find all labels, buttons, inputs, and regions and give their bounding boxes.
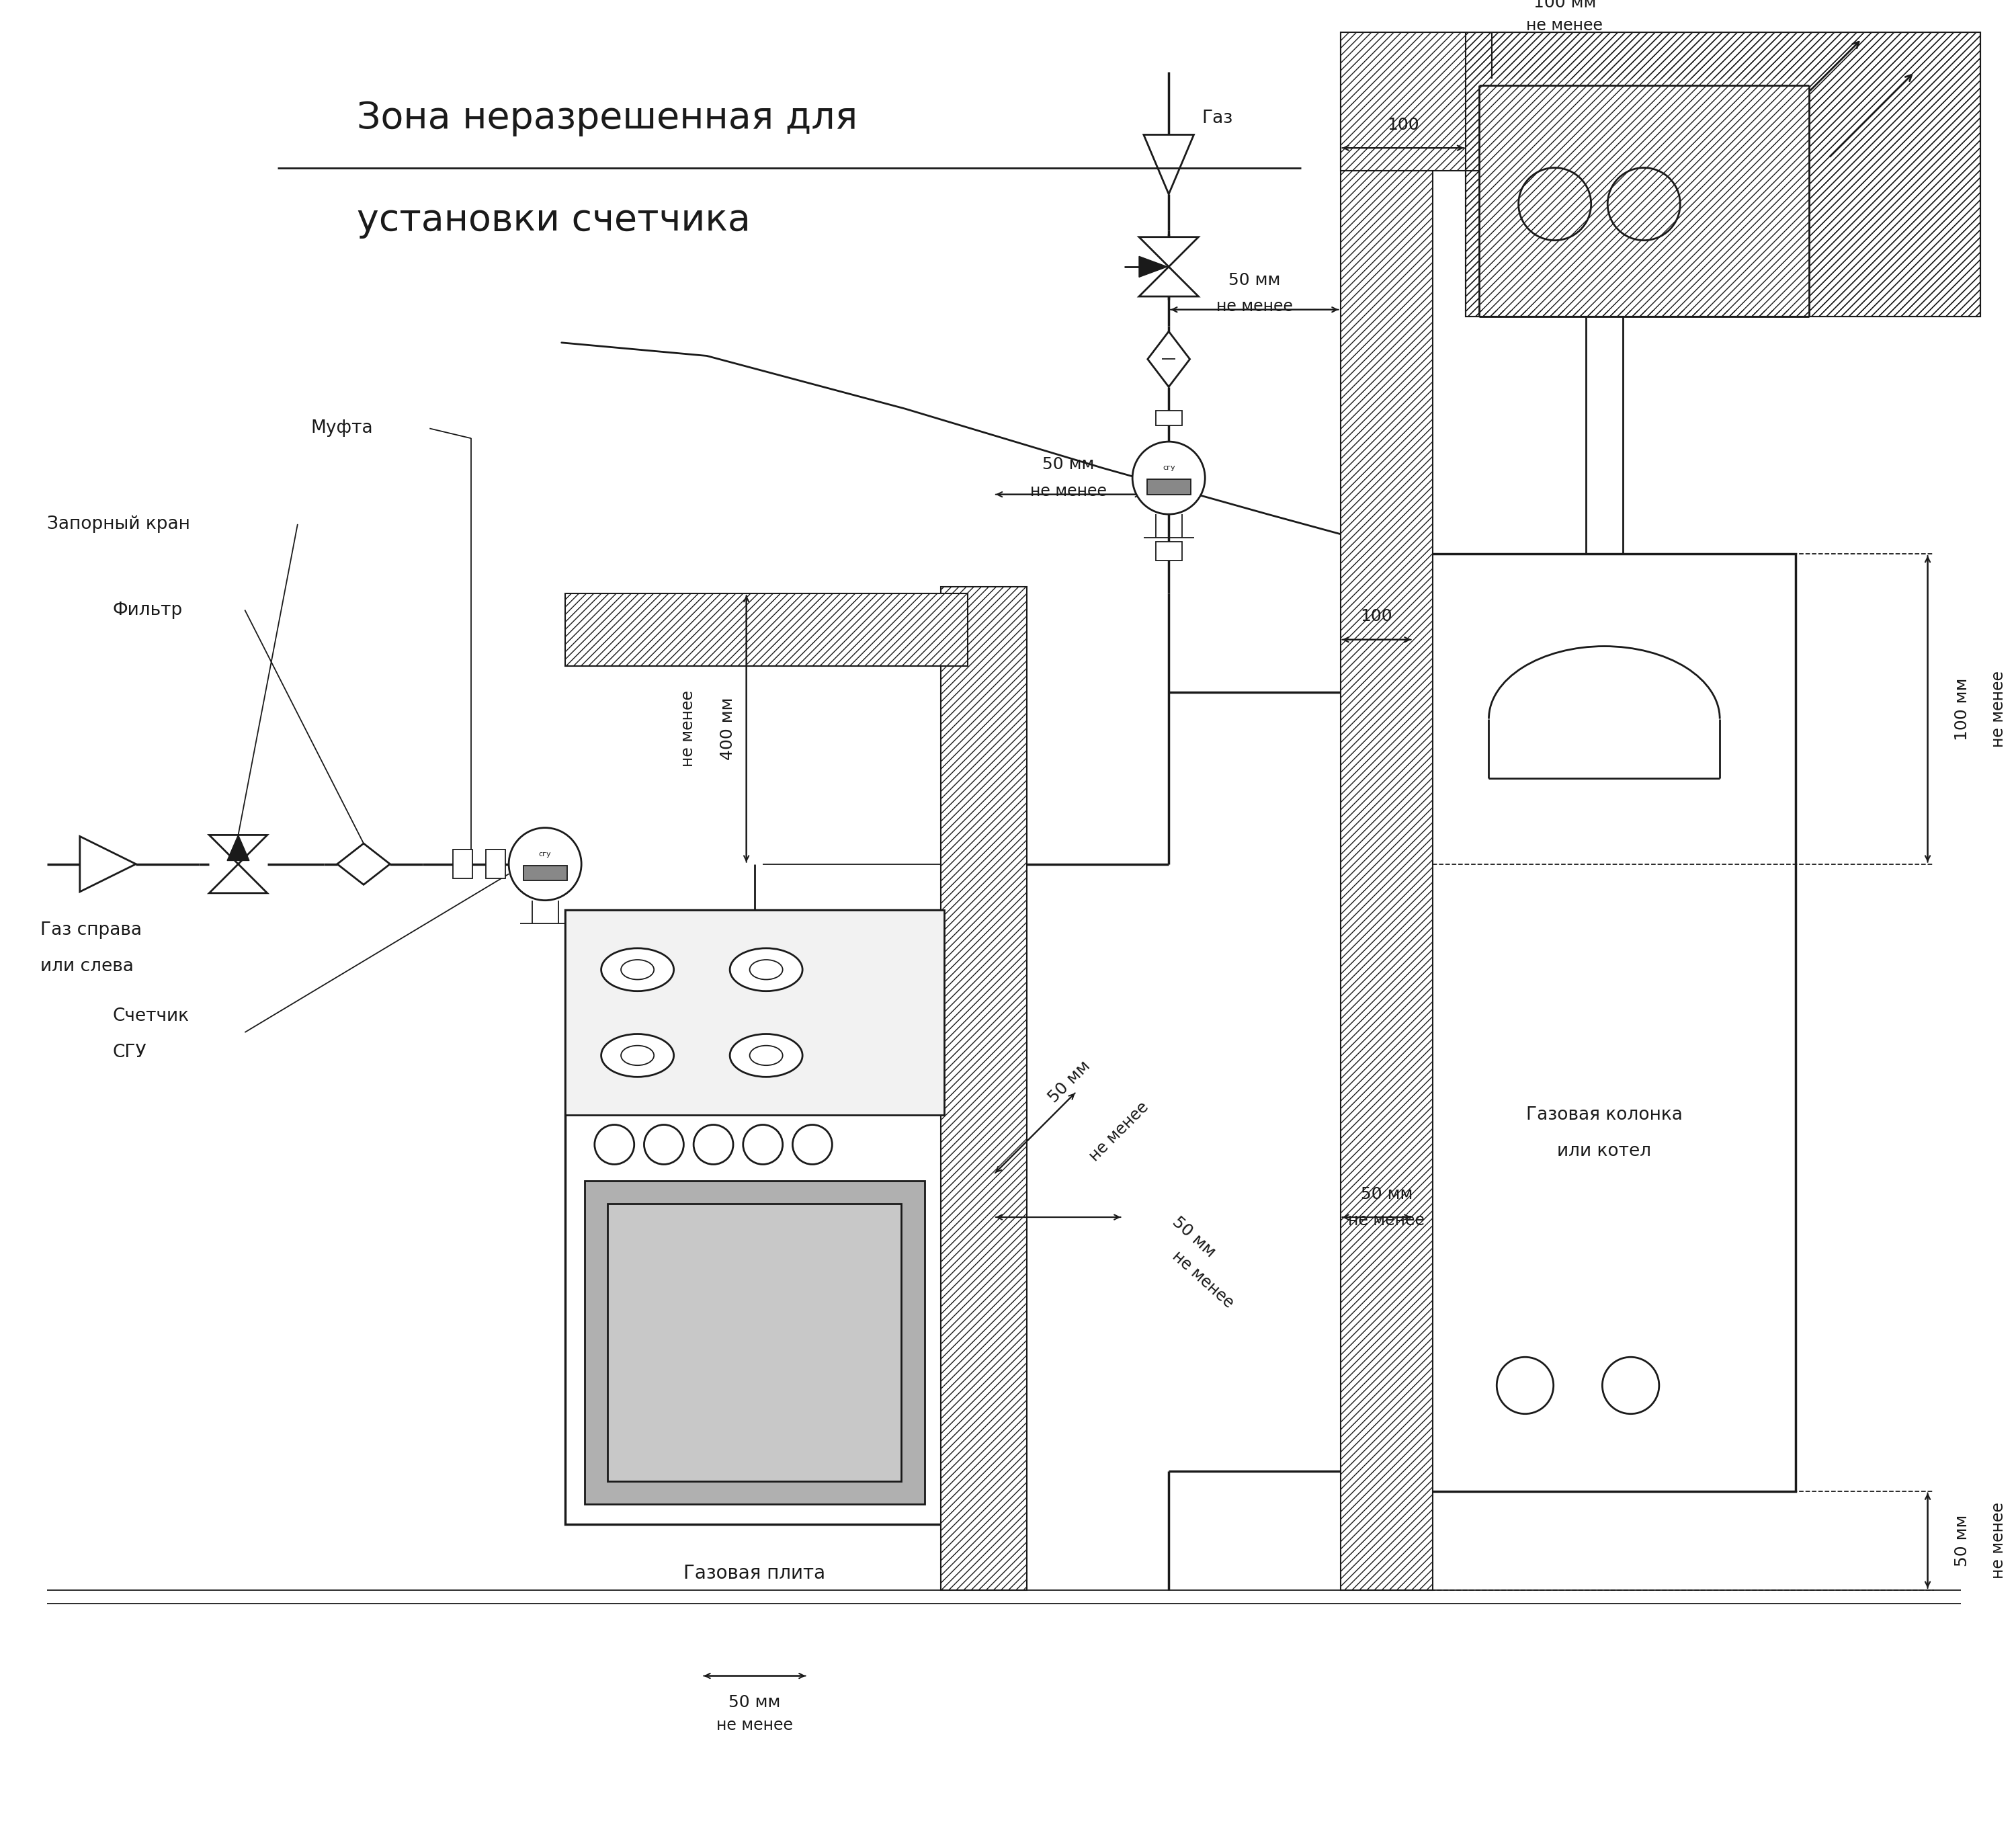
Text: 100 мм: 100 мм [1954, 678, 1970, 740]
Polygon shape [1139, 257, 1167, 277]
Text: не менее: не менее [1169, 1248, 1236, 1312]
Text: Газовая колонка: Газовая колонка [1526, 1106, 1683, 1124]
Ellipse shape [601, 947, 673, 991]
Text: СГУ: СГУ [113, 1044, 147, 1060]
Bar [564, 911, 943, 1115]
Text: или котел: или котел [1556, 1142, 1651, 1161]
Ellipse shape [750, 960, 782, 980]
Text: 50 мм: 50 мм [1042, 457, 1095, 472]
Text: Газ: Газ [1202, 109, 1234, 128]
Text: или слева: или слева [40, 958, 133, 975]
Circle shape [1133, 441, 1206, 514]
Text: не менее: не менее [1990, 670, 2006, 747]
Bar [564, 911, 943, 1523]
Circle shape [1518, 168, 1591, 241]
Text: установки счетчика: установки счетчика [357, 202, 750, 239]
Text: не менее: не менее [716, 1718, 792, 1733]
Text: 100: 100 [1361, 609, 1393, 625]
Bar [1147, 479, 1191, 494]
Ellipse shape [601, 1035, 673, 1077]
Text: 50 мм: 50 мм [728, 1694, 780, 1711]
Text: 50 мм: 50 мм [1169, 1213, 1218, 1261]
Text: Фильтр: Фильтр [113, 601, 183, 619]
Bar [1155, 541, 1181, 561]
Bar [486, 849, 506, 878]
Polygon shape [228, 834, 250, 860]
Circle shape [792, 1124, 833, 1164]
Text: не менее: не менее [1526, 18, 1603, 35]
Ellipse shape [730, 1035, 802, 1077]
Circle shape [744, 1124, 782, 1164]
Ellipse shape [750, 1046, 782, 1066]
Text: сгу: сгу [538, 851, 550, 858]
Text: 400 мм: 400 мм [720, 698, 736, 760]
Bar [1480, 78, 1808, 310]
Text: Муфта: Муфта [310, 419, 373, 437]
Bar [1413, 554, 1796, 1490]
Text: 50 мм: 50 мм [1046, 1059, 1095, 1106]
Bar [1155, 410, 1181, 425]
Bar [941, 587, 1026, 1591]
Text: не менее: не менее [679, 691, 696, 767]
Bar [564, 594, 968, 667]
Bar [585, 1181, 925, 1505]
Text: не менее: не менее [1990, 1503, 2006, 1580]
Bar [454, 849, 472, 878]
Circle shape [1607, 168, 1679, 241]
Ellipse shape [730, 947, 802, 991]
Text: 50 мм: 50 мм [1361, 1186, 1413, 1203]
Bar [1466, 33, 1980, 317]
Bar [1341, 33, 1492, 171]
Text: Газ справа: Газ справа [40, 922, 141, 938]
Text: Счетчик: Счетчик [113, 1008, 190, 1024]
Text: 50 мм: 50 мм [1228, 271, 1280, 288]
Text: Зона неразрешенная для: Зона неразрешенная для [357, 100, 859, 137]
Text: 50 мм: 50 мм [1954, 1514, 1970, 1567]
Text: не менее: не менее [1087, 1099, 1151, 1164]
Circle shape [595, 1124, 635, 1164]
Text: не менее: не менее [1349, 1212, 1425, 1228]
Text: Запорный кран: Запорный кран [46, 516, 190, 534]
Bar [524, 865, 566, 880]
Circle shape [694, 1124, 734, 1164]
Bar [1341, 20, 1433, 1591]
Ellipse shape [621, 1046, 653, 1066]
Ellipse shape [621, 960, 653, 980]
Circle shape [508, 827, 581, 900]
Bar [607, 1204, 901, 1481]
Text: не менее: не менее [1216, 299, 1292, 315]
Circle shape [1603, 1357, 1659, 1414]
Text: 100 мм: 100 мм [1534, 0, 1597, 11]
Text: сгу: сгу [1163, 465, 1175, 472]
Text: 100: 100 [1387, 117, 1419, 133]
Text: не менее: не менее [1030, 483, 1107, 499]
Bar [1466, 33, 1980, 317]
Circle shape [1496, 1357, 1554, 1414]
Text: Газовая плита: Газовая плита [683, 1563, 827, 1583]
Circle shape [643, 1124, 683, 1164]
